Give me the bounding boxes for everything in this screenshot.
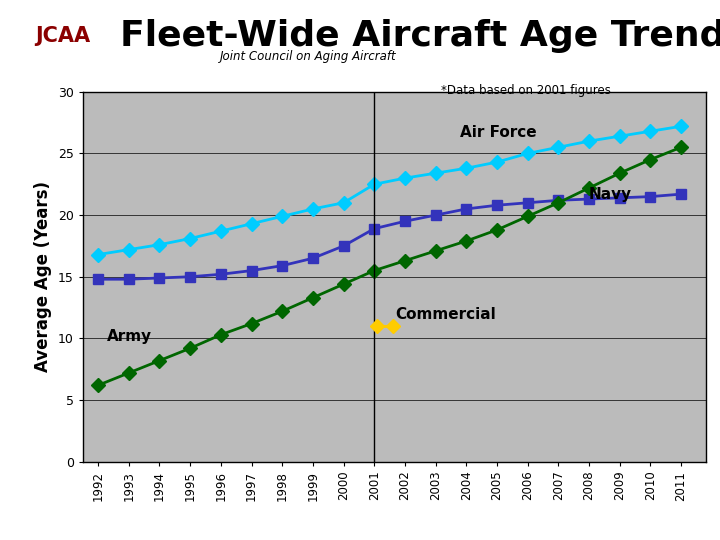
Text: Joint Council on Aging Aircraft: Joint Council on Aging Aircraft: [220, 50, 396, 63]
Text: Differences in business operating rules readily apparent: Differences in business operating rules …: [8, 515, 539, 534]
Text: Air Force: Air Force: [460, 125, 537, 140]
Text: Commercial: Commercial: [396, 307, 497, 322]
Text: Fleet-Wide Aircraft Age Trend*: Fleet-Wide Aircraft Age Trend*: [120, 19, 720, 53]
Y-axis label: Average Age (Years): Average Age (Years): [35, 181, 53, 372]
Text: *Data based on 2001 figures: *Data based on 2001 figures: [441, 84, 611, 97]
Text: Navy: Navy: [589, 187, 632, 202]
Text: Army: Army: [107, 328, 153, 343]
Text: JCAA: JCAA: [35, 26, 91, 46]
